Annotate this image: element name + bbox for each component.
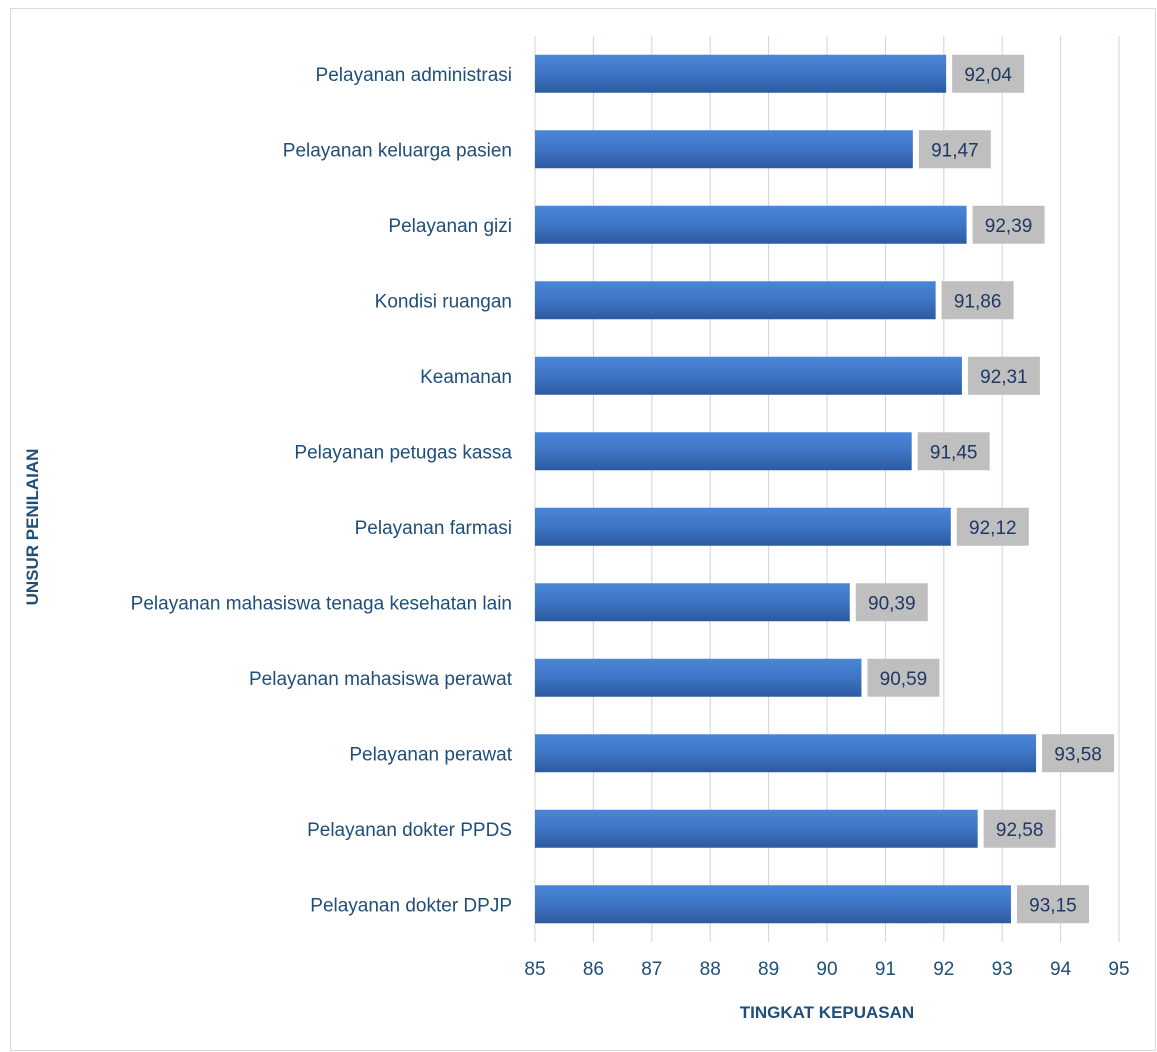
x-tick-label: 94 [1050, 959, 1072, 980]
bar [535, 54, 947, 93]
data-label-box [941, 281, 1014, 320]
bar [535, 734, 1037, 773]
category-label: Pelayanan farmasi [355, 518, 512, 539]
data-label-box [1016, 885, 1089, 924]
category-label: Pelayanan perawat [349, 744, 512, 765]
category-label: Pelayanan keluarga pasien [283, 140, 512, 161]
category-label: Keamanan [420, 367, 512, 388]
data-label: 91,47 [931, 140, 979, 161]
data-label-box [1042, 734, 1115, 773]
x-tick-label: 85 [524, 959, 545, 980]
data-label-box [972, 205, 1045, 244]
bar [535, 432, 912, 471]
data-label: 92,04 [964, 65, 1012, 86]
category-label: Kondisi ruangan [375, 291, 512, 312]
data-label: 90,59 [880, 669, 928, 690]
bar [535, 583, 850, 622]
bar [535, 507, 951, 546]
category-label: Pelayanan mahasiswa perawat [249, 669, 513, 690]
bar [535, 658, 862, 697]
data-label-box [952, 54, 1025, 93]
x-tick-label: 88 [700, 959, 721, 980]
x-axis-title: TINGKAT KEPUASAN [740, 1003, 914, 1022]
data-label-box [855, 583, 928, 622]
data-label: 93,15 [1029, 895, 1077, 916]
data-label-box [917, 432, 990, 471]
category-labels: Pelayanan administrasi Pelayanan keluarga… [131, 65, 513, 917]
category-label: Pelayanan gizi [388, 216, 512, 237]
category-label: Pelayanan mahasiswa tenaga kesehatan lai… [131, 593, 512, 614]
data-label-box [918, 130, 991, 169]
x-tick-labels: 85 86 87 88 89 90 91 92 93 94 95 [524, 959, 1129, 980]
x-tick-label: 89 [758, 959, 779, 980]
data-label: 92,39 [985, 216, 1033, 237]
category-label: Pelayanan dokter PPDS [307, 820, 512, 841]
x-tick-label: 91 [875, 959, 896, 980]
gridlines [534, 36, 1120, 942]
data-label-box [983, 809, 1056, 848]
y-axis-title: UNSUR PENILAIAN [23, 449, 42, 606]
category-label: Pelayanan administrasi [316, 65, 512, 86]
data-label-box [956, 507, 1029, 546]
x-tick-label: 93 [992, 959, 1013, 980]
category-label: Pelayanan petugas kassa [294, 442, 512, 463]
bar [535, 205, 967, 244]
data-label: 92,58 [996, 820, 1044, 841]
bar [535, 356, 962, 395]
data-label-box [867, 658, 940, 697]
data-label: 91,45 [930, 442, 978, 463]
data-labels: 92,04 91,47 92,39 91,86 92,31 91,45 92,12 90,39… [855, 54, 1115, 924]
x-tick-label: 92 [933, 959, 954, 980]
data-label: 90,39 [868, 593, 916, 614]
x-tick-label: 87 [641, 959, 662, 980]
data-label: 91,86 [954, 291, 1002, 312]
chart-frame [10, 8, 1156, 1051]
bar [535, 130, 913, 169]
x-tick-label: 90 [816, 959, 837, 980]
category-label: Pelayanan dokter DPJP [310, 895, 512, 916]
bar [535, 885, 1011, 924]
data-label-box [967, 356, 1040, 395]
bars [535, 54, 1037, 924]
x-tick-label: 86 [583, 959, 604, 980]
bar [535, 281, 936, 320]
data-label: 92,12 [969, 518, 1017, 539]
data-label: 92,31 [980, 367, 1028, 388]
x-tick-label: 95 [1108, 959, 1129, 980]
bar [535, 809, 978, 848]
data-label: 93,58 [1054, 744, 1102, 765]
